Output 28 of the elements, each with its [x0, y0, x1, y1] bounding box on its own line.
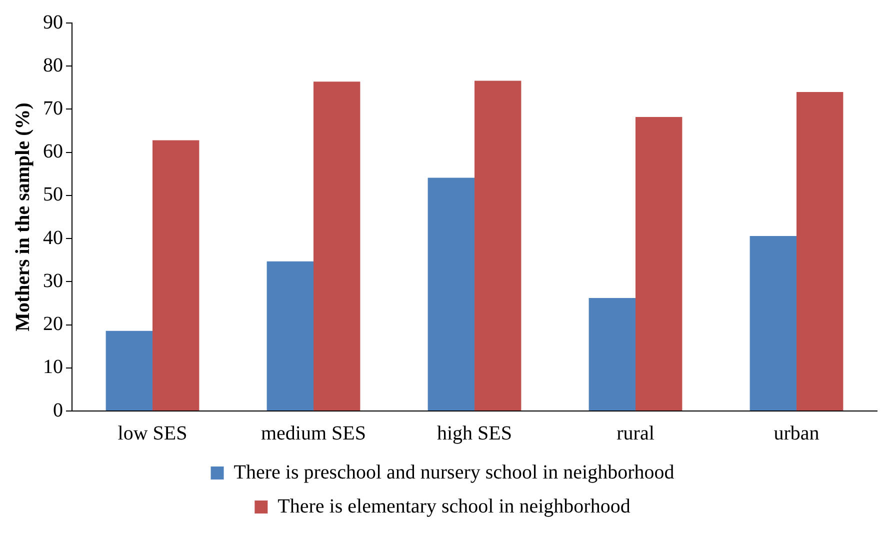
- x-tick-label: medium SES: [260, 422, 366, 444]
- y-tick-label: 20: [43, 313, 63, 336]
- bar: [588, 298, 636, 410]
- bar: [750, 236, 796, 410]
- x-tick-label: rural: [616, 422, 655, 444]
- bar: [636, 116, 682, 410]
- x-tick-label: low SES: [118, 422, 188, 444]
- y-tick-label: 70: [43, 97, 63, 120]
- y-axis-title: Mothers in the sample (%): [12, 102, 34, 332]
- bar: [266, 261, 314, 410]
- bar: [796, 92, 844, 410]
- x-tick-label: urban: [774, 422, 820, 444]
- y-tick-label: 0: [53, 399, 63, 422]
- bar: [428, 178, 474, 410]
- bar: [314, 82, 360, 410]
- bar: [106, 330, 152, 410]
- legend-label: There is elementary school in neighborhood: [278, 495, 630, 518]
- y-tick-label: 50: [43, 184, 63, 206]
- y-tick-label: 80: [43, 54, 63, 76]
- x-tick-label: high SES: [436, 422, 512, 444]
- legend-label: There is preschool and nursery school in neighborhood: [234, 461, 674, 484]
- bar: [474, 80, 522, 410]
- y-tick-label: 40: [43, 226, 63, 249]
- y-tick-label: 30: [43, 270, 63, 292]
- y-tick-label: 90: [43, 11, 63, 34]
- y-tick-label: 60: [43, 140, 63, 163]
- y-tick-label: 10: [43, 356, 63, 378]
- bar: [152, 140, 200, 410]
